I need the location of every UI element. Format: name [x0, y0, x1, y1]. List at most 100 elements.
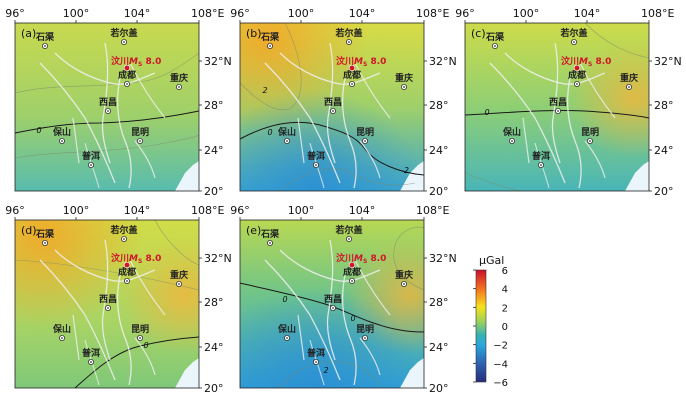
contour-label: 0: [36, 126, 41, 135]
city-label-shiqu: 石渠: [35, 31, 55, 43]
city-label-shiqu: 石渠: [260, 31, 280, 43]
lon-tick-label: 96°: [230, 204, 250, 217]
panel-frame: [239, 219, 425, 389]
lat-tick-label: 24°: [204, 341, 224, 354]
sea-area: [625, 161, 649, 191]
contour-line: [14, 134, 200, 159]
contour-label: 0: [350, 314, 355, 323]
colorbar-tick-label: 0: [502, 322, 508, 333]
city-label-baoshan: 保山: [52, 126, 71, 138]
panel-label: (e): [246, 224, 261, 237]
city-marker-dot: [286, 140, 288, 142]
lat-tick-label: 20°: [204, 382, 224, 395]
panel-label: (b): [246, 27, 262, 40]
lat-tick-label: 24°: [654, 144, 674, 157]
city-label-chengdu: 成都: [118, 69, 136, 81]
lat-tick-label: 20°: [654, 185, 674, 198]
city-marker-dot: [511, 140, 513, 142]
lat-tick-label: 32°N: [429, 55, 457, 68]
lon-tick-label: 108°E: [416, 7, 449, 20]
colorbar: μGal 6 4 2 0 −2 −4 −6: [473, 254, 508, 389]
city-label-zoige: 若尔盖: [334, 224, 362, 236]
colorbar-tick-label: 6: [502, 266, 508, 277]
sea-area: [400, 161, 424, 191]
city-marker-dot: [123, 238, 125, 240]
city-marker-dot: [364, 140, 366, 142]
city-marker-dot: [315, 164, 317, 166]
city-label-chengdu: 成都: [343, 266, 361, 278]
lon-tick-label: 104°: [349, 7, 376, 20]
city-marker-dot: [403, 283, 405, 285]
city-label-puer: 普洱: [307, 347, 325, 359]
contour-label: 0: [484, 108, 489, 117]
lon-tick-label: 108°E: [191, 7, 224, 20]
zero-contour: [239, 282, 425, 333]
panel-frame: [464, 22, 650, 192]
lon-tick-label: 104°: [349, 204, 376, 217]
city-label-shiqu: 石渠: [35, 228, 55, 240]
epicenter-marker: [348, 261, 356, 269]
lat-tick-label: 24°: [204, 144, 224, 157]
city-label-shiqu: 石渠: [485, 31, 505, 43]
city-marker-dot: [348, 238, 350, 240]
city-marker-dot: [286, 337, 288, 339]
city-label-zoige: 若尔盖: [109, 27, 137, 39]
contour-line: [279, 168, 416, 192]
city-marker-dot: [348, 41, 350, 43]
city-label-chongqing: 重庆: [170, 72, 188, 84]
colorbar-tick-label: −2: [493, 341, 508, 352]
city-label-baoshan: 保山: [52, 323, 71, 335]
zero-contour: [74, 336, 200, 389]
city-marker-dot: [107, 307, 109, 309]
lat-tick-label: 20°: [429, 382, 449, 395]
contour-line: [154, 219, 200, 266]
city-marker-dot: [269, 242, 271, 244]
lat-tick-label: 32°N: [429, 252, 457, 265]
contour-line: [464, 172, 521, 192]
lat-tick-label: 28°: [429, 99, 449, 112]
city-label-kunming: 昆明: [131, 127, 149, 138]
epicenter-marker: [123, 64, 131, 72]
contour-label: 2: [323, 366, 328, 375]
city-marker-dot: [576, 83, 578, 85]
city-marker-dot: [44, 45, 46, 47]
city-marker-dot: [61, 140, 63, 142]
city-label-zoige: 若尔盖: [559, 27, 587, 39]
lon-tick-label: 100°: [63, 204, 90, 217]
city-marker-dot: [540, 164, 542, 166]
epicenter-label: 汶川MS 8.0: [336, 55, 386, 68]
lat-tick-label: 24°: [429, 341, 449, 354]
city-label-kunming: 昆明: [356, 127, 374, 138]
city-label-puer: 普洱: [82, 150, 100, 162]
epicenter-marker: [123, 261, 131, 269]
lon-tick-label: 108°E: [191, 204, 224, 217]
city-label-chongqing: 重庆: [170, 269, 188, 281]
city-marker-dot: [332, 307, 334, 309]
colorbar-tick-label: 4: [502, 285, 508, 296]
panel-label: (c): [471, 27, 486, 40]
contour-line: [14, 52, 200, 94]
contour-label: -2: [401, 166, 409, 175]
city-label-chongqing: 重庆: [620, 72, 638, 84]
city-marker-dot: [494, 45, 496, 47]
city-marker-dot: [589, 140, 591, 142]
city-label-kunming: 昆明: [131, 324, 149, 335]
colorbar-tick-label: −4: [493, 359, 508, 370]
city-marker-dot: [123, 41, 125, 43]
city-label-puer: 普洱: [82, 347, 100, 359]
epicenter-label: 汶川MS 8.0: [336, 252, 386, 265]
city-marker-dot: [557, 110, 559, 112]
city-marker-dot: [44, 242, 46, 244]
city-label-zoige: 若尔盖: [109, 224, 137, 236]
lat-tick-label: 24°: [429, 144, 449, 157]
city-label-puer: 普洱: [532, 150, 550, 162]
city-marker-dot: [139, 337, 141, 339]
contour-label: 0: [282, 295, 287, 304]
panel-frame: [14, 22, 200, 192]
contour-line: [393, 226, 425, 291]
contour-label: 0: [143, 341, 148, 350]
